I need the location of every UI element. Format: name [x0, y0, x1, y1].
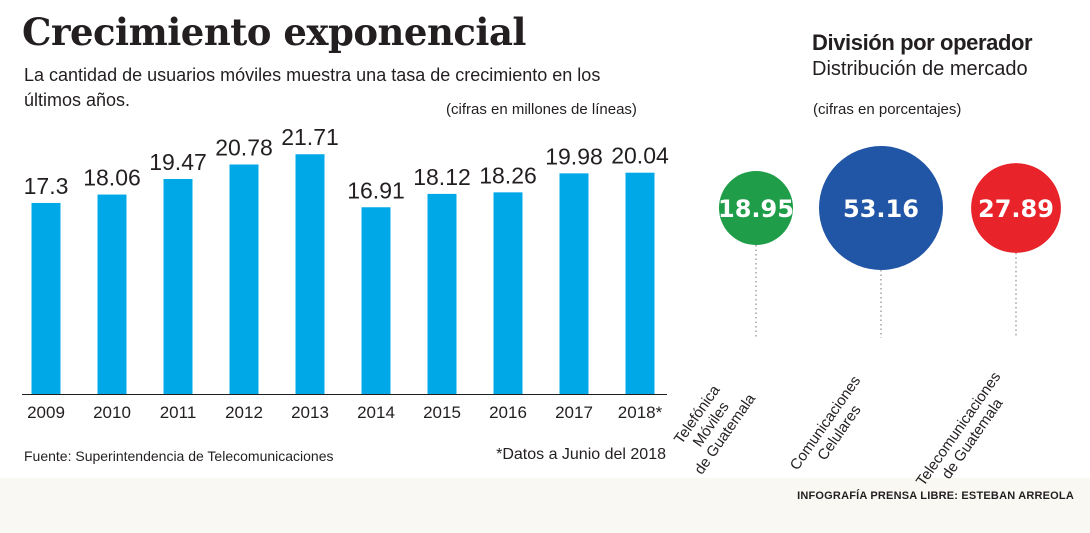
x-tick-label: 2014 [357, 403, 395, 422]
chart-subtitle: La cantidad de usuarios móviles muestra … [24, 65, 601, 110]
bar-value-label: 16.91 [347, 177, 405, 203]
bar-value-label: 19.98 [545, 143, 603, 169]
operator-bubble [718, 170, 794, 246]
x-tick-label: 2013 [291, 403, 329, 422]
bar-value-label: 17.3 [24, 173, 69, 199]
bubble-value-label: 18.95 [718, 195, 794, 223]
bar-2017 [559, 173, 589, 394]
bar-2018 [625, 172, 655, 394]
bar-value-label: 18.26 [479, 162, 537, 188]
bar-2009 [31, 202, 61, 394]
bar-2014 [361, 207, 391, 394]
x-tick-label: 2016 [489, 403, 527, 422]
bar-value-label: 21.71 [281, 124, 339, 150]
bar-value-label: 18.06 [83, 165, 141, 191]
bar-value-label: 19.47 [149, 149, 207, 175]
bar-2010 [97, 194, 127, 394]
chart-title: Crecimiento exponencial [22, 10, 526, 54]
bar-value-label: 20.04 [611, 143, 669, 169]
source-note: Fuente: Superintendencia de Telecomunica… [24, 448, 334, 464]
bubble-value-label: 53.16 [843, 195, 919, 223]
bar-value-label: 18.12 [413, 164, 471, 190]
footnote: *Datos a Junio del 2018 [496, 446, 666, 463]
bar-2011 [163, 178, 193, 394]
bar-2013 [295, 154, 325, 394]
bar-2015 [427, 193, 457, 394]
x-tick-label: 2010 [93, 403, 131, 422]
x-tick-label: 2011 [160, 403, 197, 422]
bar-2012 [229, 164, 259, 394]
bar-value-label: 20.78 [215, 135, 273, 161]
operators-units-note: (cifras en porcentajes) [813, 101, 962, 118]
bar-2016 [493, 192, 523, 394]
operator-bubble [971, 163, 1061, 253]
footer-band [0, 478, 1090, 533]
bar-units-note: (cifras en millones de líneas) [446, 101, 637, 118]
operator-bubble [819, 146, 943, 270]
x-tick-label: 2012 [225, 403, 263, 422]
credit-line: INFOGRAFÍA PRENSA LIBRE: ESTEBAN ARREOLA [797, 490, 1074, 502]
x-tick-label: 2018* [618, 403, 663, 422]
x-tick-label: 2009 [27, 403, 65, 422]
x-tick-label: 2015 [423, 403, 461, 422]
operators-subtitle: Distribución de mercado [812, 58, 1028, 80]
bubble-value-label: 27.89 [978, 195, 1054, 223]
x-tick-label: 2017 [555, 403, 593, 422]
operators-title: División por operador [812, 30, 1033, 55]
